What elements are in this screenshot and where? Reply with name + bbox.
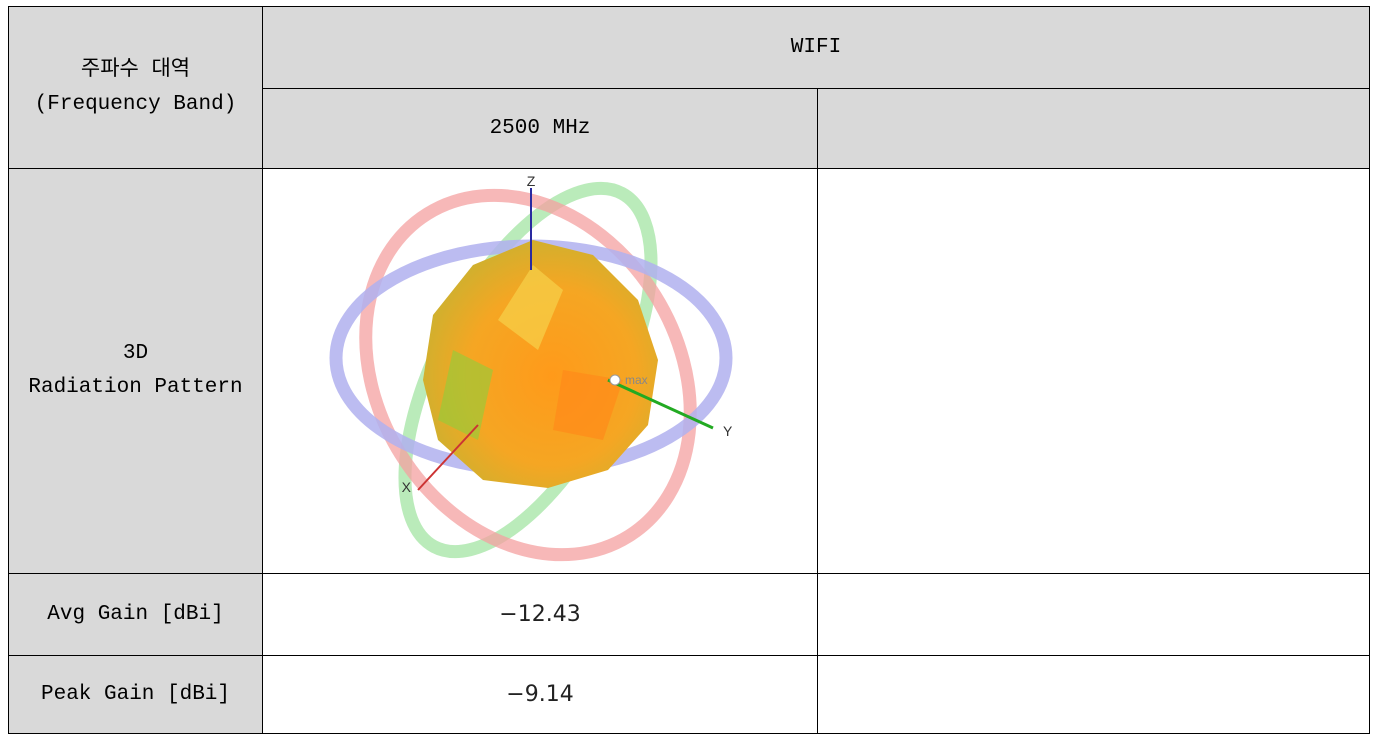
red-ring bbox=[359, 188, 697, 561]
x-label: X bbox=[402, 479, 412, 495]
empty-cell bbox=[816, 573, 1371, 656]
header-line: (Frequency Band) bbox=[34, 92, 237, 116]
empty-cell bbox=[816, 655, 1371, 734]
z-label: Z bbox=[527, 173, 536, 189]
facet bbox=[438, 349, 493, 440]
empty-cell bbox=[816, 168, 1371, 574]
pattern-cell: Z Y X max bbox=[262, 168, 818, 574]
header-line: 주파수 대역 bbox=[80, 58, 191, 82]
band-header: 주파수 대역 (Frequency Band) bbox=[8, 6, 263, 169]
max-label: max bbox=[625, 373, 648, 387]
pattern-label: 3D Radiation Pattern bbox=[8, 168, 263, 574]
x-axis bbox=[417, 423, 479, 491]
facet bbox=[498, 264, 563, 350]
frequency-header: 2500 MHz bbox=[262, 88, 818, 169]
empty-header bbox=[816, 88, 1371, 169]
value-cell: −12.43 bbox=[262, 573, 818, 656]
y-label: Y bbox=[723, 423, 733, 439]
row-label: Avg Gain [dBi] bbox=[8, 573, 263, 656]
value-cell: −9.14 bbox=[262, 655, 818, 734]
facet bbox=[553, 369, 623, 440]
group-header: WIFI bbox=[261, 6, 1371, 89]
pattern-line: Radiation Pattern bbox=[28, 376, 243, 399]
max-marker bbox=[609, 374, 621, 385]
gain-table: 주파수 대역 (Frequency Band) WIFI 2500 MHz 3D… bbox=[8, 6, 1371, 734]
y-axis bbox=[607, 378, 714, 429]
pattern-line: 3D bbox=[122, 342, 149, 365]
row-label: Peak Gain [dBi] bbox=[8, 655, 263, 734]
radiation-pattern: Z Y X max bbox=[329, 173, 733, 561]
